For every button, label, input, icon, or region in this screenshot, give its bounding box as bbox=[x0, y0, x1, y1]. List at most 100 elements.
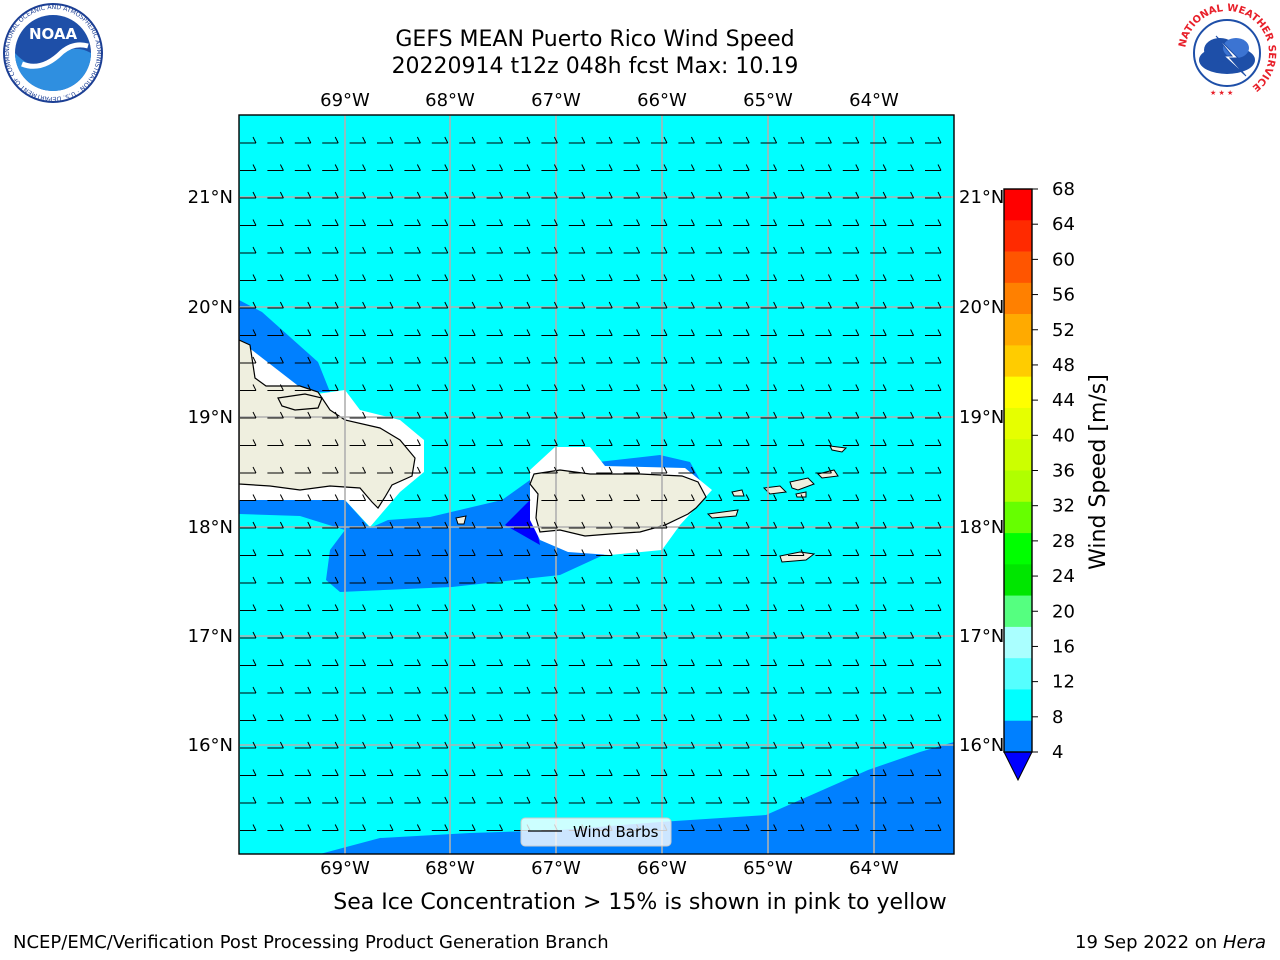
wind-barb bbox=[651, 576, 668, 584]
wind-barb bbox=[678, 219, 695, 226]
wind-barb bbox=[925, 769, 942, 776]
wind-barb bbox=[240, 741, 257, 749]
wind-barb bbox=[733, 384, 750, 391]
wind-barb bbox=[349, 769, 367, 776]
wind-barb bbox=[431, 549, 449, 556]
wind-barb bbox=[349, 631, 367, 639]
wind-barb bbox=[377, 219, 394, 226]
wind-barb bbox=[760, 191, 778, 199]
wind-barb bbox=[377, 356, 394, 364]
colorbar-segment bbox=[1004, 626, 1032, 659]
wind-barb bbox=[842, 411, 860, 419]
wind-barb bbox=[377, 769, 394, 776]
wind-barb bbox=[514, 301, 531, 309]
wind-barb bbox=[568, 686, 586, 694]
wind-barb bbox=[733, 549, 750, 556]
wind-barb bbox=[541, 631, 558, 639]
wind-barb bbox=[651, 136, 668, 144]
wind-barb bbox=[815, 439, 832, 446]
wind-barb bbox=[459, 549, 476, 556]
wind-barb bbox=[842, 659, 860, 666]
wind-barb bbox=[760, 796, 778, 804]
wind-barb bbox=[815, 411, 832, 419]
wind-barb bbox=[486, 494, 504, 501]
wind-barb bbox=[240, 136, 257, 144]
wind-barbs-legend: Wind Barbs bbox=[520, 817, 672, 847]
wind-barb bbox=[815, 631, 832, 639]
wind-barb bbox=[623, 246, 641, 254]
wind-barb bbox=[596, 466, 613, 474]
wind-barb bbox=[431, 769, 449, 776]
wind-barb bbox=[240, 246, 257, 254]
colorbar-segment bbox=[1004, 314, 1032, 346]
lon-label-top: 69°W bbox=[320, 90, 370, 111]
wind-barb bbox=[788, 411, 805, 419]
lon-label-bottom: 66°W bbox=[637, 858, 687, 879]
wind-barb bbox=[596, 219, 613, 226]
wind-barb bbox=[870, 549, 887, 556]
wind-barb bbox=[870, 714, 887, 721]
wind-barb bbox=[431, 521, 449, 529]
wind-barb bbox=[897, 439, 915, 446]
wind-barb bbox=[651, 714, 668, 721]
wind-barb bbox=[294, 521, 312, 529]
wind-barb bbox=[842, 274, 860, 281]
wind-barb bbox=[788, 136, 805, 144]
wind-barb bbox=[788, 576, 805, 584]
wind-barb bbox=[897, 521, 915, 529]
wind-barb bbox=[514, 329, 531, 336]
wind-barb bbox=[294, 824, 312, 831]
wind-barb bbox=[596, 274, 613, 281]
wind-barb bbox=[705, 796, 723, 804]
wind-barb bbox=[431, 274, 449, 281]
wind-barb bbox=[925, 301, 942, 309]
wind-barb bbox=[842, 576, 860, 584]
wind-barb bbox=[760, 576, 778, 584]
wind-barb bbox=[870, 769, 887, 776]
wind-barb bbox=[870, 631, 887, 639]
wind-barb bbox=[596, 769, 613, 776]
colorbar-tick-label: 36 bbox=[1052, 461, 1075, 482]
wind-barb bbox=[486, 384, 504, 391]
wind-barb bbox=[377, 796, 394, 804]
wind-barb bbox=[486, 191, 504, 199]
wind-barb bbox=[404, 576, 421, 584]
culebra-island bbox=[731, 489, 745, 497]
wind-barb bbox=[486, 631, 504, 639]
wind-barb bbox=[788, 824, 805, 831]
wind-barb bbox=[678, 384, 695, 391]
wind-barb bbox=[294, 494, 312, 501]
wind-barb bbox=[705, 714, 723, 721]
wind-barb bbox=[623, 604, 641, 611]
wind-barb bbox=[925, 329, 942, 336]
wind-barb bbox=[760, 604, 778, 611]
wind-barb bbox=[705, 136, 723, 144]
wind-barb bbox=[705, 494, 723, 501]
wind-barb bbox=[842, 631, 860, 639]
gonave-island bbox=[277, 393, 323, 411]
wind-barb bbox=[870, 824, 887, 831]
wind-barb bbox=[705, 356, 723, 364]
lon-label-bottom: 67°W bbox=[531, 858, 581, 879]
wind-barb bbox=[568, 411, 586, 419]
wind-barb bbox=[760, 164, 778, 171]
wind-barb bbox=[377, 494, 394, 501]
wind-barb bbox=[760, 136, 778, 144]
lon-label-top: 65°W bbox=[743, 90, 793, 111]
wind-barb bbox=[267, 439, 284, 446]
wind-barb bbox=[568, 136, 586, 144]
wind-barb bbox=[760, 219, 778, 226]
wind-barb bbox=[404, 549, 421, 556]
wind-barb bbox=[623, 576, 641, 584]
wind-barb bbox=[267, 714, 284, 721]
lat-label-left: 20°N bbox=[188, 297, 233, 318]
wind-barb bbox=[514, 384, 531, 391]
wind-barb bbox=[541, 604, 558, 611]
wind-barb bbox=[541, 411, 558, 419]
wind-barb bbox=[651, 164, 668, 171]
wind-barb bbox=[788, 384, 805, 391]
wind-barb bbox=[568, 659, 586, 666]
wind-barb bbox=[267, 796, 284, 804]
wind-barb bbox=[705, 411, 723, 419]
wind-barb bbox=[431, 466, 449, 474]
